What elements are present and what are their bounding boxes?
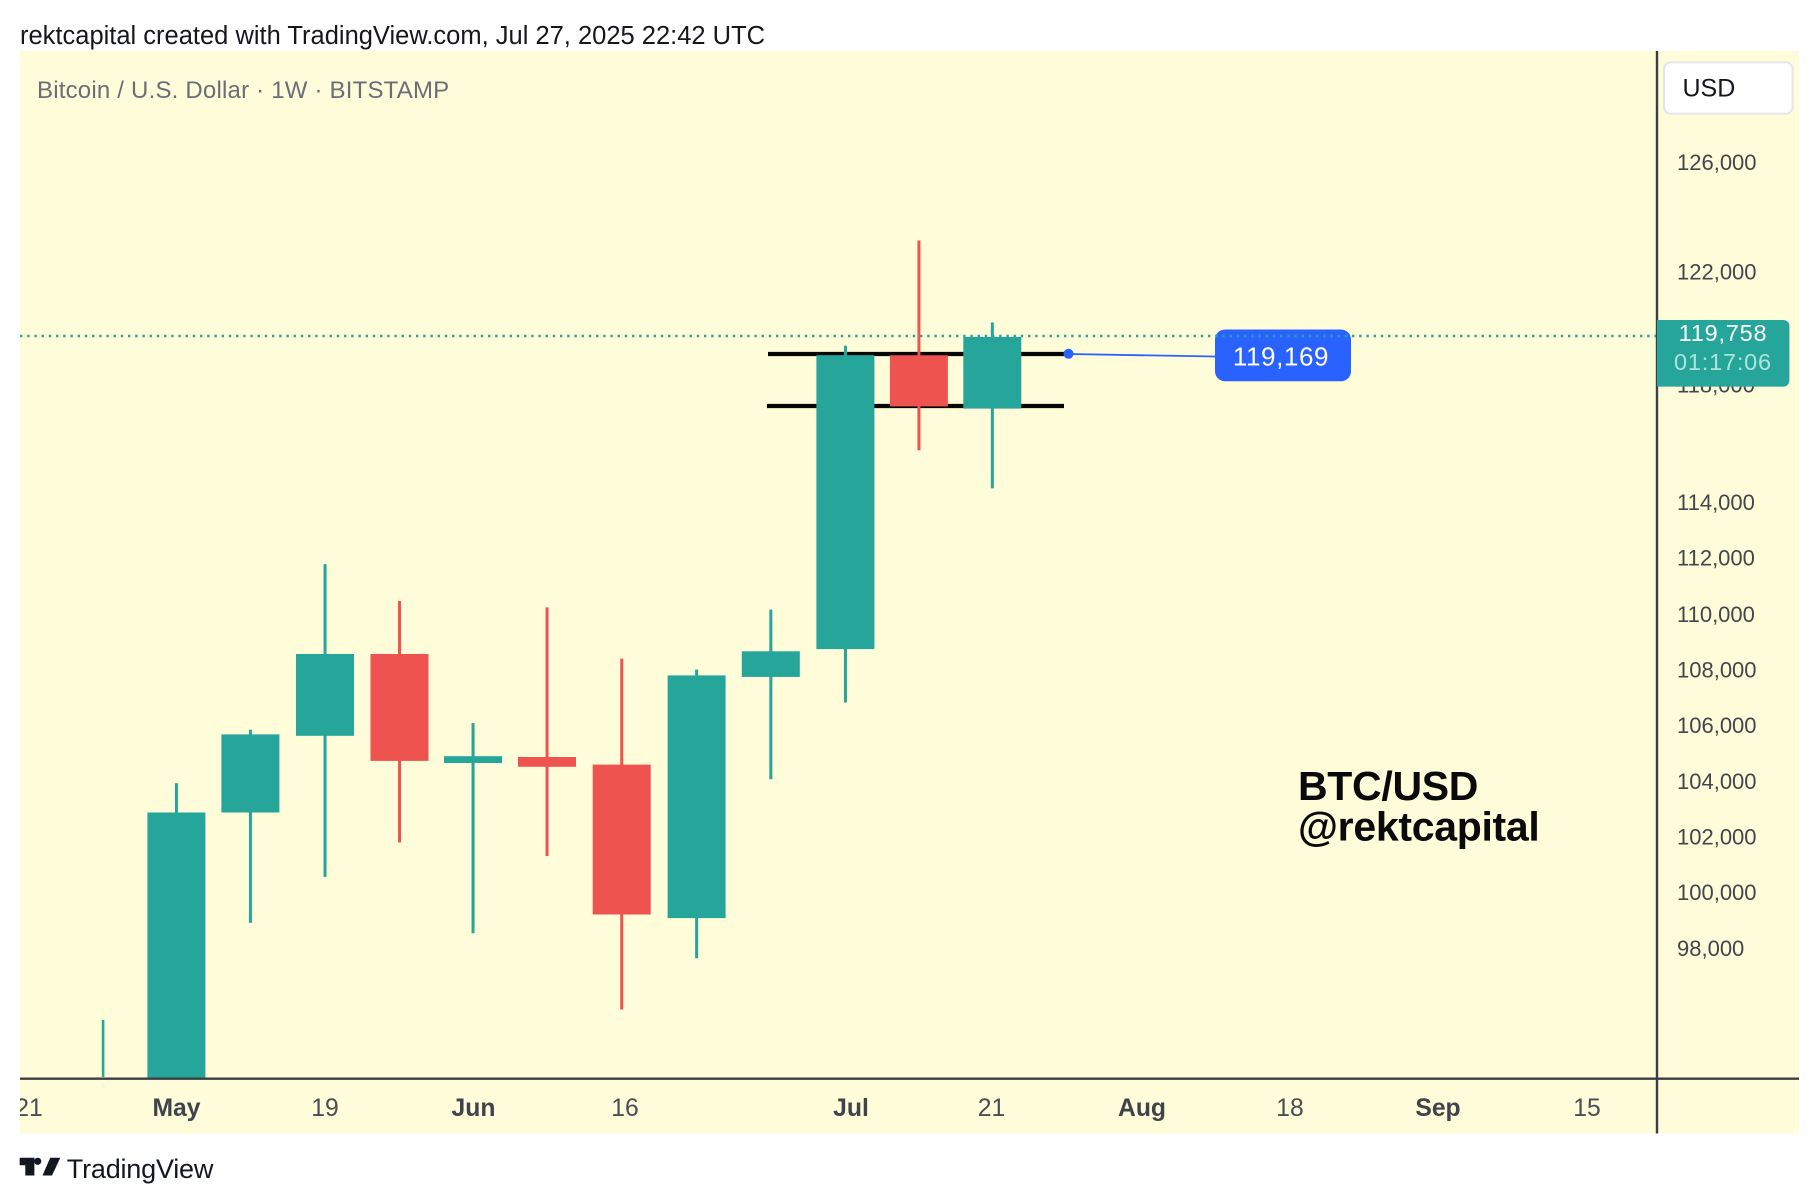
svg-text:Bitcoin / U.S. Dollar · 1W · B: Bitcoin / U.S. Dollar · 1W · BITSTAMP <box>37 77 449 104</box>
svg-text:112,000: 112,000 <box>1677 545 1755 570</box>
svg-text:18: 18 <box>1276 1095 1303 1122</box>
svg-text:21: 21 <box>15 1095 42 1122</box>
svg-text:@rektcapital: @rektcapital <box>1298 804 1539 850</box>
svg-text:Aug: Aug <box>1118 1095 1166 1122</box>
svg-text:100,000: 100,000 <box>1677 880 1757 905</box>
svg-text:19: 19 <box>311 1095 338 1122</box>
svg-text:104,000: 104,000 <box>1677 769 1757 794</box>
svg-text:122,000: 122,000 <box>1677 260 1757 285</box>
svg-text:119,758: 119,758 <box>1679 320 1768 346</box>
svg-text:TradingView: TradingView <box>67 1154 214 1184</box>
svg-text:98,000: 98,000 <box>1677 936 1744 961</box>
svg-text:106,000: 106,000 <box>1677 713 1757 738</box>
svg-text:16: 16 <box>611 1095 638 1122</box>
svg-text:Jun: Jun <box>452 1095 496 1122</box>
svg-text:May: May <box>152 1095 200 1122</box>
svg-text:USD: USD <box>1683 74 1736 102</box>
svg-text:rektcapital created with Tradi: rektcapital created with TradingView.com… <box>20 22 765 50</box>
svg-text:Jul: Jul <box>833 1095 869 1122</box>
svg-text:119,169: 119,169 <box>1233 342 1329 372</box>
svg-text:01:17:06: 01:17:06 <box>1674 349 1772 375</box>
svg-text:110,000: 110,000 <box>1677 602 1755 627</box>
svg-text:BTC/USD: BTC/USD <box>1298 763 1478 809</box>
svg-text:Sep: Sep <box>1415 1095 1460 1122</box>
svg-text:21: 21 <box>978 1095 1005 1122</box>
svg-text:126,000: 126,000 <box>1677 150 1757 175</box>
svg-text:114,000: 114,000 <box>1677 490 1755 515</box>
svg-text:108,000: 108,000 <box>1677 658 1757 683</box>
svg-text:15: 15 <box>1573 1095 1600 1122</box>
svg-text:102,000: 102,000 <box>1677 825 1757 850</box>
